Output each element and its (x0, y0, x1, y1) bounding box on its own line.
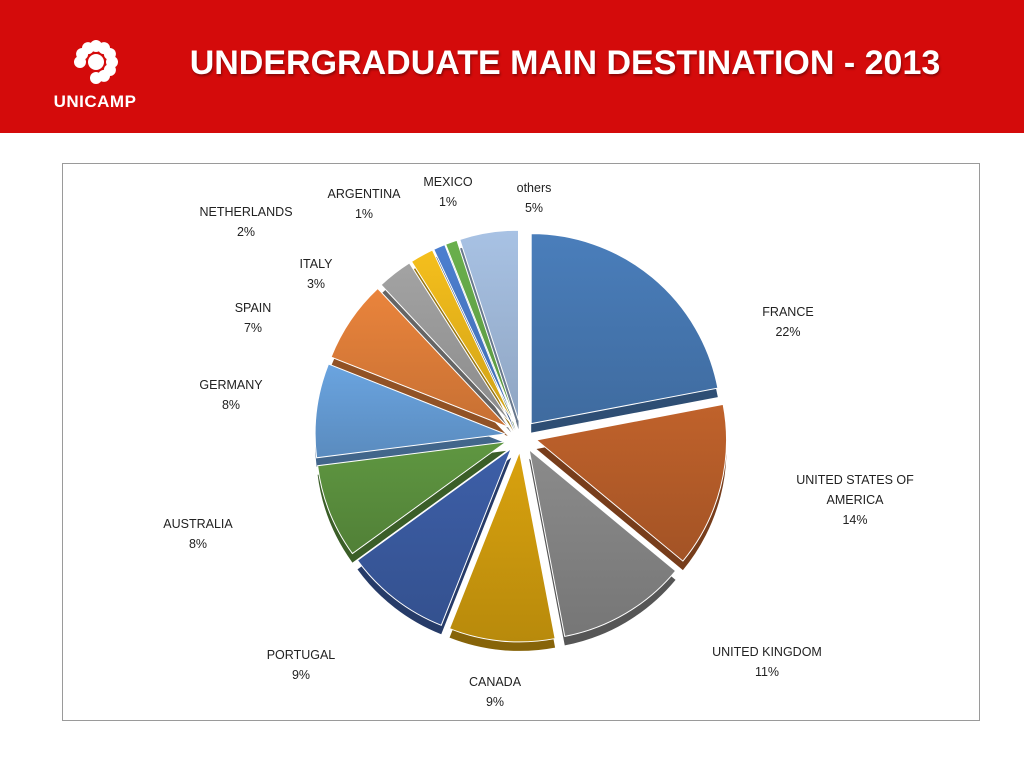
slice-label-4: PORTUGAL 9% (267, 648, 336, 682)
chart-frame: FRANCE 22% UNITED STATES OF AMERICA 14% UNITE… (62, 163, 980, 721)
pie-slice-others (459, 229, 519, 421)
slice-label-10: ARGENTINA 1% (328, 187, 402, 221)
pie-slice-australia (317, 441, 507, 555)
pie-slice-spain (330, 287, 509, 428)
page-title: UNDERGRADUATE MAIN DESTINATION - 2013 (189, 44, 941, 82)
pie-slice-portugal (356, 447, 513, 626)
slice-label-2: UNITED KINGDOM 11% (712, 645, 822, 679)
slice-label-3: CANADA 9% (469, 675, 522, 709)
pie-slice-netherlands (410, 249, 514, 423)
pie-slice-mexico (444, 239, 517, 422)
pie-slice-united-states-of-america (535, 403, 727, 562)
header-banner: UNICAMP UNDERGRADUATE MAIN DESTINATION -… (0, 0, 1024, 133)
slice-label-12: others 5% (517, 181, 552, 215)
pie-slice-canada (448, 450, 556, 643)
slice-label-11: MEXICO 1% (423, 175, 473, 209)
pie-slice-france (530, 233, 719, 425)
pie-chart: FRANCE 22% UNITED STATES OF AMERICA 14% UNITE… (163, 175, 914, 709)
slice-label-6: GERMANY 8% (199, 378, 263, 412)
slice-label-1: UNITED STATES OF AMERICA 14% (796, 473, 914, 527)
pie-slice-united-kingdom (528, 448, 677, 637)
logo-text: UNICAMP (53, 92, 137, 111)
slice-label-8: ITALY 3% (300, 257, 334, 291)
slice-label-7: SPAIN 7% (235, 301, 272, 335)
slice-label-9: NETHERLANDS 2% (199, 205, 292, 239)
slice-label-5: AUSTRALIA 8% (163, 517, 233, 551)
pie-slice-italy (380, 262, 512, 424)
pie-slice-argentina (433, 244, 516, 422)
pie-slice-germany (314, 363, 506, 459)
unicamp-logo: UNICAMP (44, 36, 146, 114)
unicamp-emblem-icon (74, 40, 118, 84)
slice-label-0: FRANCE 22% (762, 305, 813, 339)
